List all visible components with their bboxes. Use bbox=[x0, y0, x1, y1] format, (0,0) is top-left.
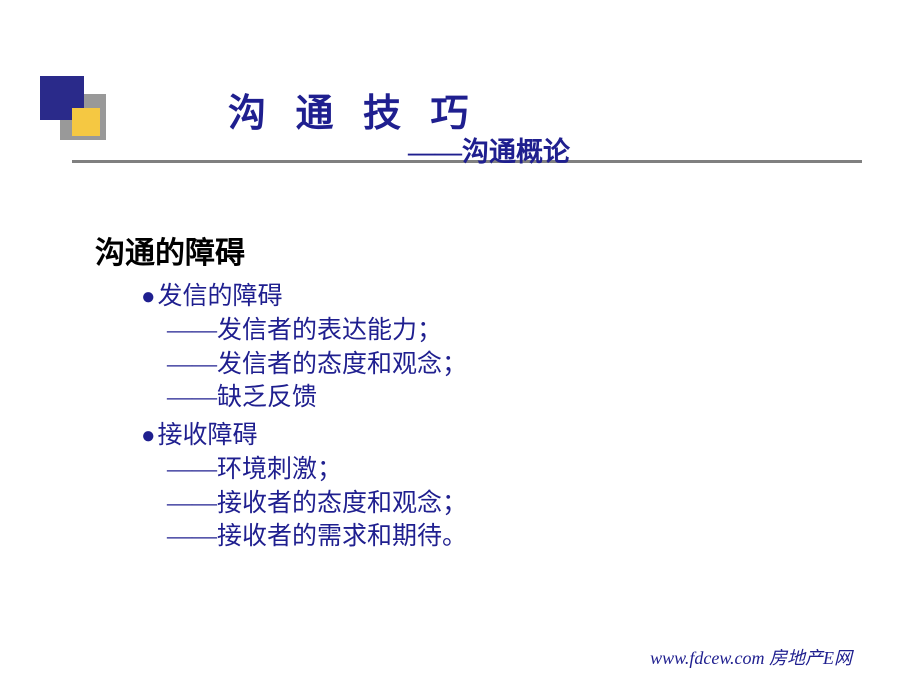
bullet-group-2: ●接收障碍 ——环境刺激； ——接收者的态度和观念； ——接收者的需求和期待。 bbox=[141, 419, 467, 554]
slide-subtitle: ——沟通概论 bbox=[408, 130, 570, 169]
footer-url[interactable]: www.fdcew.com bbox=[650, 648, 764, 668]
slide-title: 沟 通 技 巧 bbox=[228, 82, 479, 137]
sub-item-1-1: ——发信者的表达能力； bbox=[141, 314, 467, 348]
bullet-text-2: 接收障碍 bbox=[158, 422, 258, 449]
bullet-group-1: ●发信的障碍 ——发信者的表达能力； ——发信者的态度和观念； ——缺乏反馈 bbox=[141, 280, 467, 415]
sub-item-1-2: ——发信者的态度和观念； bbox=[141, 348, 467, 382]
sub-item-2-2: ——接收者的态度和观念； bbox=[141, 487, 467, 521]
sub-item-1-3: ——缺乏反馈 bbox=[141, 381, 467, 415]
section-heading: 沟通的障碍 bbox=[95, 228, 245, 272]
bullet-heading-1: ●发信的障碍 bbox=[141, 280, 467, 314]
slide-container: 沟 通 技 巧 ——沟通概论 沟通的障碍 ●发信的障碍 ——发信者的表达能力； … bbox=[0, 0, 920, 690]
content-area: ●发信的障碍 ——发信者的表达能力； ——发信者的态度和观念； ——缺乏反馈 ●… bbox=[141, 280, 467, 554]
bullet-heading-2: ●接收障碍 bbox=[141, 419, 467, 453]
square-yellow-icon bbox=[72, 108, 100, 136]
sub-item-2-1: ——环境刺激； bbox=[141, 453, 467, 487]
sub-item-2-3: ——接收者的需求和期待。 bbox=[141, 520, 467, 554]
bullet-marker-icon: ● bbox=[141, 281, 156, 313]
footer: www.fdcew.com 房地产E网 bbox=[650, 644, 852, 670]
bullet-marker-icon: ● bbox=[141, 420, 156, 452]
footer-text: 房地产E网 bbox=[765, 648, 853, 668]
bullet-text-1: 发信的障碍 bbox=[158, 283, 283, 310]
